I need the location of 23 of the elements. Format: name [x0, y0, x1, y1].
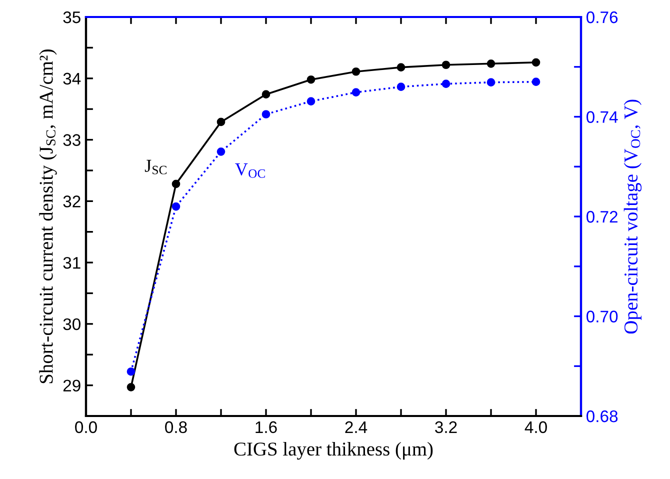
y-tick-label: 32 [63, 196, 80, 208]
y2-tick-label: 0.68 [586, 410, 618, 422]
series-label: J$_{SC}$ [144, 160, 166, 174]
x-tick-label: 0.8 [165, 421, 187, 434]
x-tick-label: 0.0 [75, 421, 97, 434]
y-tick-label: 35 [63, 11, 80, 24]
y2-tick-label: 0.76 [586, 11, 618, 24]
y-tick-label: 29 [63, 380, 80, 392]
x-tick-label: 1.6 [256, 421, 277, 434]
y2-tick-label: 0.72 [586, 210, 618, 223]
x-tick-label: 3.2 [435, 421, 457, 434]
y2-tick-label: 0.74 [586, 111, 618, 123]
y2-axis-title: Open-circuit voltage (V$_{OC}$, V) [624, 100, 642, 334]
y-tick-label: 33 [63, 134, 80, 146]
y-tick-label: 30 [63, 318, 80, 330]
series-label: V$_{OC}$ [235, 163, 265, 178]
y-tick-label: 34 [63, 72, 81, 85]
y-tick-label: 31 [63, 256, 80, 269]
y-axis-title: Short-circuit current density (J$_{SC}$, mA/cm²) [39, 50, 57, 384]
x-tick-label: 4.0 [524, 421, 547, 434]
x-tick-label: 2.4 [345, 421, 368, 433]
y2-tick-label: 0.70 [586, 310, 618, 322]
x-axis-title: CIGS layer thikness (μm) [234, 442, 433, 460]
